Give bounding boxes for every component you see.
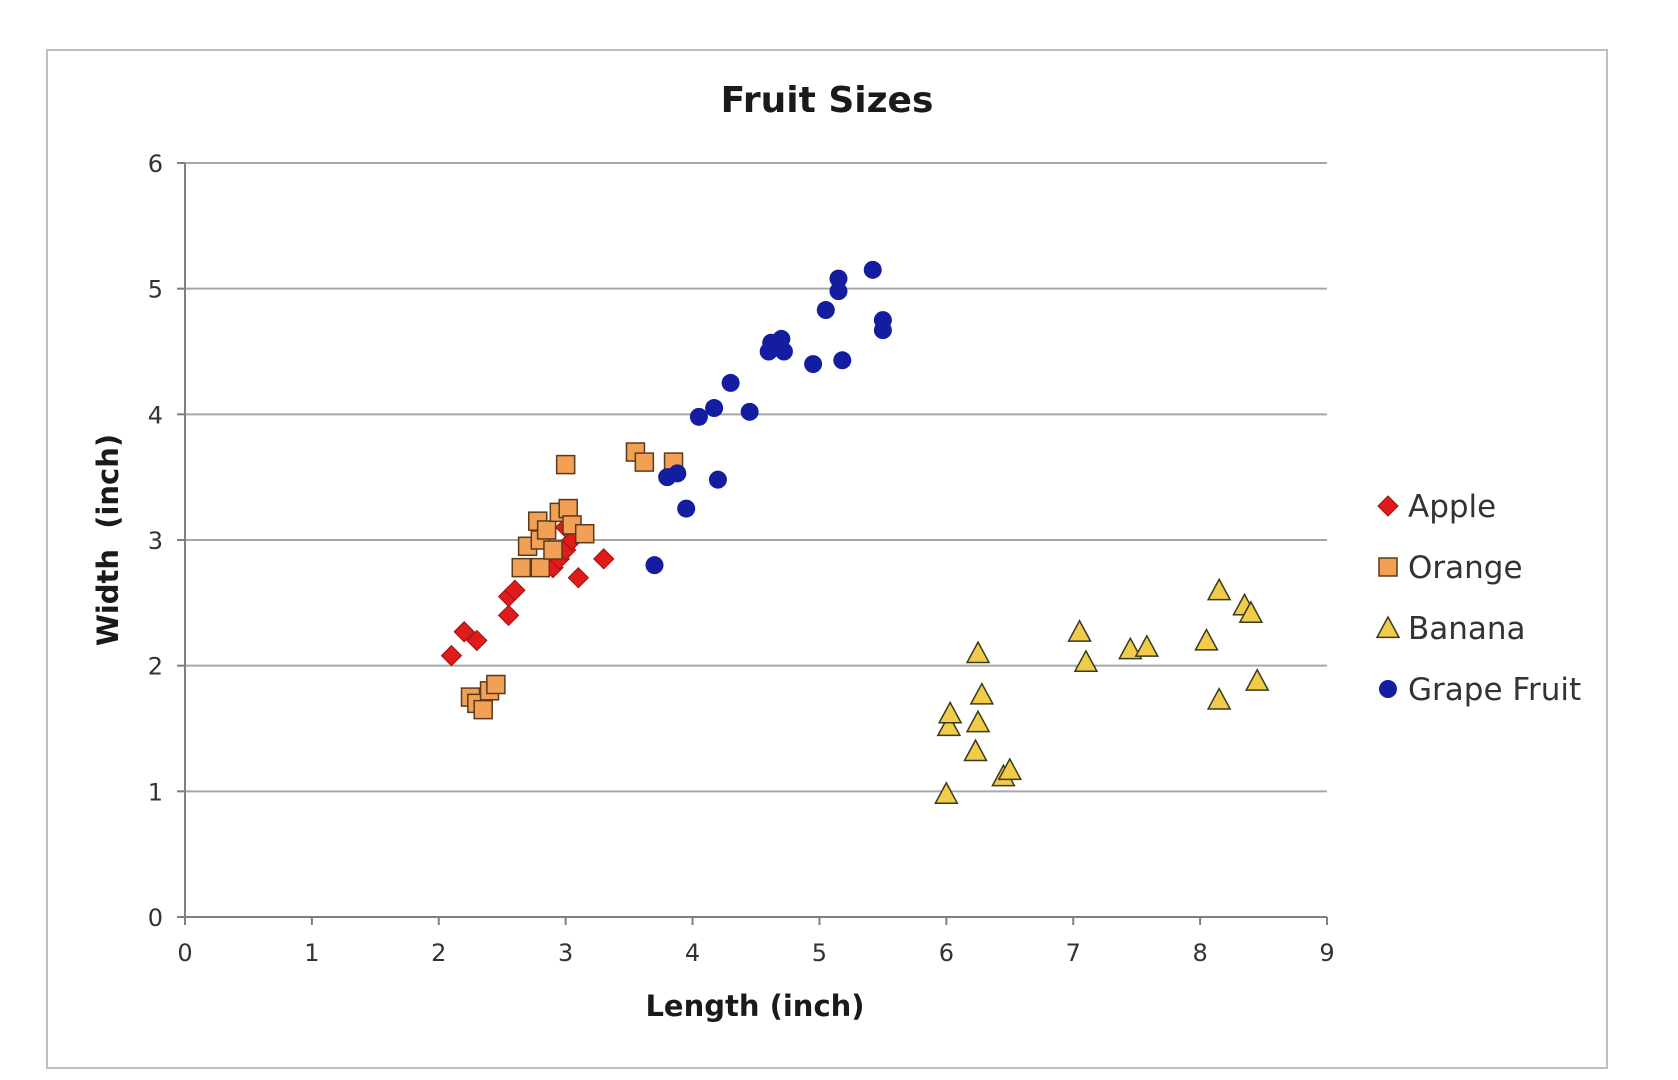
grape-fruit-point (668, 464, 687, 483)
grape-fruit-point (689, 407, 708, 426)
banana-point (965, 640, 991, 664)
chart-title: Fruit Sizes (721, 80, 934, 121)
legend-label-grape-fruit: Grape Fruit (1408, 672, 1581, 708)
banana-point (1244, 668, 1270, 691)
grape-fruit-point (863, 260, 882, 279)
y-tick-label: 4 (148, 401, 163, 429)
grape-fruit-point (740, 402, 759, 421)
x-tick-label: 8 (1192, 939, 1207, 967)
orange-point (486, 674, 506, 695)
orange-point (555, 454, 576, 475)
orange-point (634, 452, 655, 472)
banana-point (1073, 649, 1099, 672)
apple-point (497, 604, 520, 627)
apple-point (440, 644, 463, 667)
banana-point (937, 700, 963, 724)
legend-label-banana: Banana (1408, 611, 1526, 647)
grape-fruit-point (829, 269, 848, 288)
banana-point (1206, 687, 1232, 710)
x-tick-label: 2 (431, 939, 446, 967)
orange-point (543, 540, 563, 560)
banana-point (1206, 577, 1232, 601)
banana-point (936, 713, 962, 737)
banana-point (1067, 619, 1092, 642)
grape-fruit-point (645, 556, 664, 575)
y-tick-label: 0 (148, 904, 163, 932)
x-tick-label: 7 (1066, 939, 1081, 967)
apple-point (567, 566, 590, 589)
legend-marker-banana (1375, 615, 1401, 639)
orange-point (511, 557, 532, 578)
orange-point (536, 520, 557, 540)
data-points (440, 260, 1270, 804)
grape-fruit-point (705, 399, 724, 418)
y-tick-label: 6 (148, 150, 163, 178)
x-tick-label: 3 (558, 939, 573, 967)
legend: Apple Orange Banana Grape Fruit (1375, 489, 1581, 708)
orange-point (574, 523, 595, 544)
chart-frame (46, 49, 1608, 1069)
banana-point (1238, 600, 1264, 623)
y-tick-label: 1 (148, 778, 163, 806)
orange-point (473, 699, 493, 720)
apple-point (466, 629, 488, 652)
gridlines (185, 162, 1327, 793)
legend-marker-grape-fruit (1379, 680, 1397, 698)
y-tick-label: 5 (148, 276, 163, 304)
grape-fruit-point (816, 301, 835, 320)
grape-fruit-point (721, 373, 740, 392)
orange-point (558, 498, 578, 519)
grape-fruit-point (829, 282, 848, 301)
x-tick-label: 9 (1319, 939, 1334, 967)
y-tick-label: 3 (148, 527, 163, 555)
y-axis-title: Width (inch) (91, 434, 125, 646)
grape-fruit-point (804, 355, 823, 374)
x-axis-title: Length (inch) (645, 989, 864, 1023)
banana-point (1134, 634, 1160, 657)
banana-point (969, 681, 995, 705)
legend-marker-orange (1378, 557, 1398, 577)
banana-point (965, 709, 991, 733)
legend-label-orange: Orange (1408, 550, 1523, 586)
grape-fruit-point (774, 342, 793, 361)
legend-marker-apple (1377, 495, 1399, 517)
grape-fruit-point (873, 321, 892, 340)
y-tick-label: 2 (148, 653, 163, 681)
banana-point (963, 738, 988, 762)
grape-fruit-point (833, 351, 852, 370)
legend-label-apple: Apple (1408, 489, 1496, 525)
banana-point (934, 781, 959, 804)
axes: 0 1 2 3 4 5 6 0 1 2 3 4 5 6 7 8 9 (148, 150, 1335, 967)
apple-point (593, 548, 615, 570)
x-tick-label: 4 (685, 939, 700, 967)
apple-point (453, 621, 475, 643)
banana-point (997, 757, 1023, 781)
banana-point (1118, 636, 1143, 660)
x-tick-label: 1 (304, 939, 319, 967)
apple-point (504, 579, 526, 601)
x-tick-label: 6 (939, 939, 954, 967)
x-tick-label: 0 (177, 939, 192, 967)
banana-point (1194, 627, 1219, 651)
grape-fruit-point (677, 499, 696, 518)
grape-fruit-point (708, 470, 727, 489)
x-tick-label: 5 (812, 939, 827, 967)
orange-point (530, 557, 551, 578)
